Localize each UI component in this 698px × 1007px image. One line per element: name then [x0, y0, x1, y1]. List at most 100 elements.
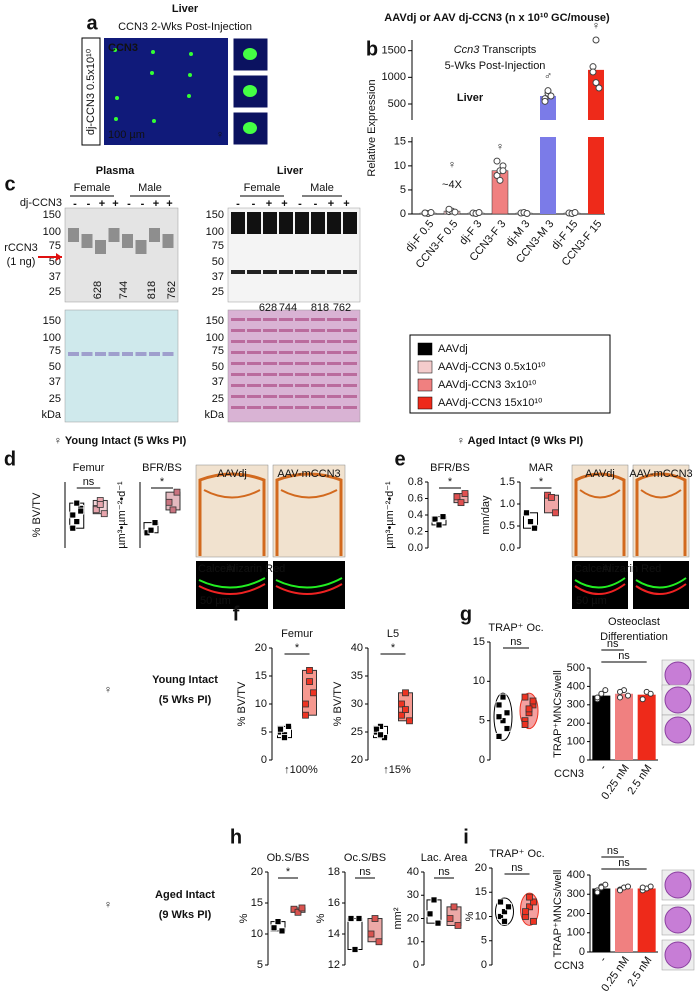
point [453, 493, 461, 501]
y-tick-label: 30 [351, 698, 363, 710]
bar [637, 694, 656, 760]
y-tick-label: 40 [351, 642, 363, 654]
bone-image [195, 464, 269, 558]
sig-label: ns [359, 866, 371, 878]
band [311, 340, 325, 343]
band [295, 395, 309, 398]
legend-label: AAVdj-CCN3 0.5x10¹⁰ [438, 361, 546, 373]
sign: + [153, 198, 159, 210]
sign: - [73, 198, 77, 210]
band [343, 351, 357, 354]
band [231, 362, 245, 365]
trabecula [574, 472, 626, 556]
bar [588, 69, 604, 120]
lane-id: 818 [311, 302, 329, 314]
sig-label: * [448, 476, 453, 488]
point [151, 519, 159, 527]
side-label: dj-CCN3 0.5x10¹⁰ [85, 48, 97, 135]
point [589, 68, 597, 76]
legend-swatch [417, 378, 433, 392]
panel-label: g [460, 603, 472, 625]
title-rest: Transcripts [479, 44, 536, 56]
y-tick-label: 0.8 [408, 476, 423, 488]
y-tick-label: 10 [407, 936, 419, 948]
band [263, 212, 277, 234]
alizarin-line [275, 583, 343, 595]
lane-id: 818 [146, 281, 158, 299]
point [281, 734, 288, 741]
y-tick-label: 10 [394, 160, 406, 172]
mw-tick: 37 [49, 376, 61, 388]
chart-title: BFR/BS [142, 462, 182, 474]
band [68, 228, 79, 242]
sign: - [141, 198, 145, 210]
point [647, 883, 654, 890]
image-label: AAVdj [217, 468, 247, 480]
y-tick-label: 40 [407, 866, 419, 878]
y-label: TRAP⁺MNCs/well [552, 670, 564, 758]
y-label: % [315, 913, 327, 923]
point [398, 711, 405, 719]
point [306, 678, 313, 685]
stain-label: Calcein [574, 563, 611, 575]
well [664, 716, 692, 744]
y-tick-label: 400 [567, 680, 585, 692]
band [247, 406, 261, 409]
y-tick-label: 20 [407, 912, 419, 924]
band [122, 352, 133, 356]
y-tick-label: 100 [567, 927, 585, 939]
mw-tick: 37 [49, 271, 61, 283]
y-tick-label: 5 [400, 184, 406, 196]
point [625, 692, 631, 699]
point [602, 687, 609, 694]
rccn3-amount: (1 ng) [7, 256, 36, 268]
lane-id: 762 [166, 281, 178, 299]
y-tick-label: 20 [475, 862, 487, 874]
point [531, 524, 538, 532]
y-tick-label: 12 [328, 959, 340, 971]
point [96, 501, 104, 508]
point [639, 884, 646, 891]
trabecula [640, 489, 682, 499]
y-label: mm/day [480, 495, 492, 535]
inset-cell [243, 85, 257, 97]
mw-tick: 100 [43, 226, 61, 238]
point [430, 896, 438, 904]
y-tick-label: 15 [255, 670, 267, 682]
y-tick-label: 35 [351, 670, 363, 682]
y-label: µm³•µm⁻²•d⁻¹ [116, 481, 128, 549]
bone-image [632, 464, 690, 558]
point [496, 176, 504, 184]
point [406, 717, 413, 725]
band [295, 329, 309, 332]
band [149, 352, 160, 356]
y-tick-label: 0.0 [500, 542, 515, 554]
band [295, 362, 309, 365]
mw-tick: 37 [212, 376, 224, 388]
band [263, 384, 277, 387]
sign: - [87, 198, 91, 210]
point [435, 521, 443, 529]
y-tick-label: 300 [567, 699, 585, 711]
point [647, 690, 654, 697]
point [169, 506, 177, 514]
point [371, 915, 379, 922]
sex: ♀ [104, 899, 112, 911]
point [530, 917, 537, 925]
band [327, 362, 341, 365]
point [493, 157, 501, 165]
note: ↑15% [383, 764, 411, 776]
y-tick-label: 1500 [382, 45, 406, 57]
band [95, 352, 106, 356]
band [279, 212, 293, 234]
y-tick-label: 1.5 [500, 476, 515, 488]
point [434, 919, 442, 927]
band [343, 406, 357, 409]
point [526, 893, 533, 901]
point [505, 903, 512, 911]
chart-title: Ccn3 Transcripts [454, 44, 537, 56]
mw-tick: 150 [43, 209, 61, 221]
point [594, 694, 601, 701]
point [541, 97, 549, 105]
x-tick-label: 2.5 nM [625, 763, 654, 797]
